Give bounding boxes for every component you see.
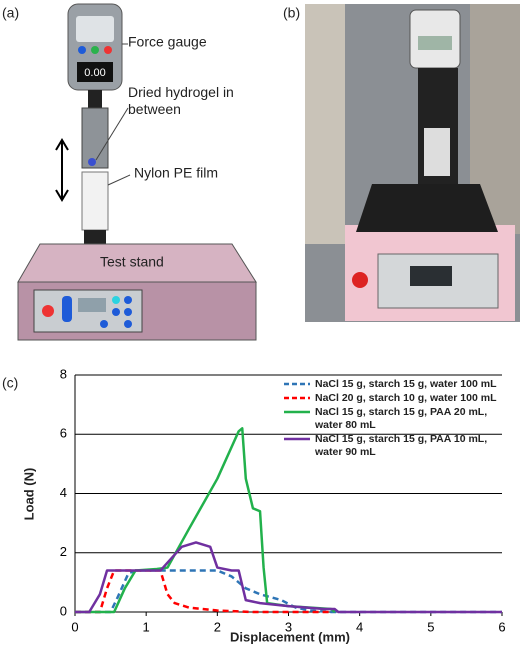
y-tick-label: 2 <box>60 544 67 559</box>
x-axis-label: Displacement (mm) <box>230 629 350 644</box>
label: Nylon PE film <box>134 165 218 181</box>
button <box>62 296 72 322</box>
y-axis-label: Load (N) <box>21 468 36 521</box>
legend-entry: NaCl 15 g, starch 15 g, PAA 20 mL, water… <box>282 406 497 432</box>
y-tick-label: 6 <box>60 426 67 441</box>
legend-swatch <box>284 437 310 441</box>
button <box>78 46 86 54</box>
button <box>91 46 99 54</box>
panel-label: (b) <box>283 5 300 21</box>
series-line <box>75 569 502 614</box>
x-tick-label: 1 <box>143 619 150 634</box>
lower-clamp <box>84 230 106 244</box>
legend-entry: NaCl 15 g, starch 15 g, PAA 10 mL, water… <box>282 433 497 459</box>
arrow-heads <box>55 138 69 202</box>
shelf <box>305 4 345 244</box>
button <box>112 296 120 304</box>
legend-swatch <box>284 396 310 400</box>
leader <box>95 107 129 161</box>
button <box>124 296 132 304</box>
button <box>112 308 120 316</box>
legend-entry: NaCl 20 g, starch 10 g, water 100 mL <box>282 392 497 405</box>
photo-film <box>424 128 450 176</box>
button <box>124 308 132 316</box>
button <box>100 320 108 328</box>
legend-label: NaCl 15 g, starch 15 g, PAA 20 mL, water… <box>315 406 488 431</box>
x-tick-label: 2 <box>214 619 221 634</box>
button <box>104 46 112 54</box>
legend-entry: NaCl 15 g, starch 15 g, water 100 mL <box>282 378 497 391</box>
screen <box>78 298 106 312</box>
display-text: 0.00 <box>84 67 105 79</box>
panel-label: (a) <box>2 5 19 21</box>
film <box>81 171 109 231</box>
y-tick-label: 8 <box>60 366 67 381</box>
panel-label: (c) <box>2 375 18 391</box>
label: Force gauge <box>128 34 207 50</box>
legend-label: NaCl 15 g, starch 15 g, PAA 10 mL, water… <box>315 433 488 458</box>
label: Dried hydrogel in between <box>128 84 234 117</box>
legend-label: NaCl 15 g, starch 15 g, water 100 mL <box>315 378 497 390</box>
series-line <box>75 541 502 614</box>
legend-swatch <box>284 382 310 386</box>
label: Test stand <box>100 254 164 270</box>
button <box>124 320 132 328</box>
legend-swatch <box>284 410 310 414</box>
x-tick-label: 6 <box>498 619 505 634</box>
upper-clamp <box>81 107 109 169</box>
leader <box>107 174 131 186</box>
photo-plate <box>356 184 498 232</box>
x-tick-label: 0 <box>71 619 78 634</box>
photo-display <box>418 36 452 50</box>
legend-label: NaCl 20 g, starch 10 g, water 100 mL <box>315 392 497 404</box>
connector <box>88 90 102 108</box>
photo-button <box>352 272 368 288</box>
photo-screen <box>410 266 452 286</box>
button <box>42 305 54 317</box>
gauge-display <box>77 62 113 82</box>
y-tick-label: 0 <box>60 603 67 618</box>
hydrogel-dot <box>88 158 96 166</box>
series-line <box>75 569 332 614</box>
gauge-face <box>76 16 114 42</box>
y-tick-label: 4 <box>60 485 67 500</box>
x-tick-label: 5 <box>427 619 434 634</box>
legend: NaCl 15 g, starch 15 g, water 100 mL NaCl… <box>282 378 497 460</box>
x-tick-label: 3 <box>285 619 292 634</box>
x-tick-label: 4 <box>356 619 363 634</box>
